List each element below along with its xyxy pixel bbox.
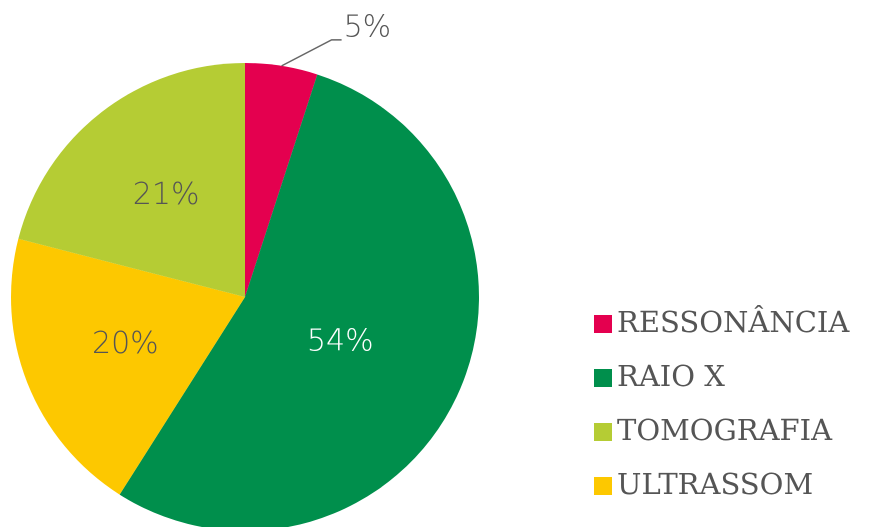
pie-slice	[245, 63, 318, 297]
legend-swatch	[594, 423, 612, 441]
legend-label: RESSONÂNCIA	[617, 304, 850, 339]
legend-label: ULTRASSOM	[617, 467, 813, 501]
legend-label: RAIO X	[617, 359, 725, 393]
legend-label: TOMOGRAFIA	[617, 413, 833, 447]
data-label: 5%	[344, 9, 392, 44]
pie-slice	[18, 63, 246, 297]
legend-swatch	[594, 315, 612, 333]
legend-swatch	[594, 369, 612, 387]
data-label: 21%	[133, 177, 200, 212]
leader-line	[281, 39, 342, 67]
data-label: 54%	[307, 323, 374, 358]
legend-swatch	[594, 477, 612, 495]
data-label: 20%	[92, 326, 159, 361]
pie-slice	[119, 74, 479, 527]
pie-slice	[11, 238, 246, 495]
